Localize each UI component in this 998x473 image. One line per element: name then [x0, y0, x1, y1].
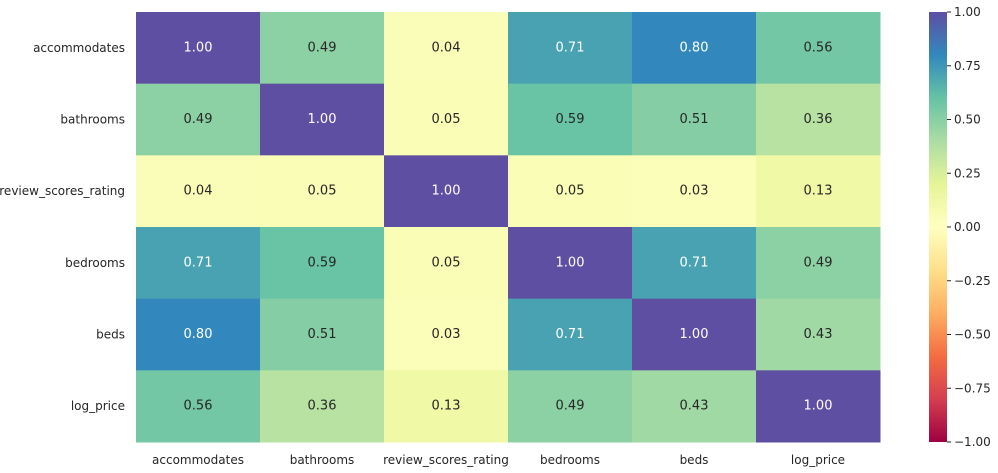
cell-value-label: 1.00	[184, 40, 213, 55]
cell-value-label: 0.59	[556, 112, 585, 127]
cell-value-label: 0.56	[184, 399, 213, 414]
colorbar-tick-label: 0.00	[954, 220, 981, 234]
row-tick-label: accommodates	[33, 41, 125, 55]
cell-value-label: 0.05	[556, 184, 585, 199]
heatmap-cell	[632, 12, 757, 85]
heatmap-cell	[384, 298, 509, 371]
cell-value-label: 0.80	[680, 40, 709, 55]
heatmap-cell	[756, 12, 881, 85]
heatmap-cell	[508, 227, 633, 300]
cell-value-label: 0.71	[680, 255, 709, 270]
cell-value-label: 0.43	[804, 327, 833, 342]
colorbar-tick-label: −0.75	[954, 381, 991, 395]
column-tick-label: review_scores_rating	[383, 453, 509, 467]
heatmap-cell	[136, 83, 261, 156]
heatmap-cell	[632, 155, 757, 228]
heatmap-cell	[508, 12, 633, 85]
heatmap-cell	[136, 12, 261, 85]
heatmap-cell	[632, 370, 757, 443]
cell-value-label: 0.36	[804, 112, 833, 127]
colorbar: 1.00 0.75 0.50 0.25 0.00 −0.25 −0.50 −0.75 −1.00	[929, 5, 991, 449]
cell-value-label: 1.00	[556, 255, 585, 270]
heatmap-cell	[508, 298, 633, 371]
cell-value-label: 0.04	[432, 40, 461, 55]
heatmap-cell	[260, 298, 385, 371]
cell-value-label: 0.04	[184, 184, 213, 199]
heatmap-cell	[384, 227, 509, 300]
heatmap-cell	[632, 227, 757, 300]
cell-value-label: 0.49	[308, 40, 337, 55]
cell-value-label: 0.05	[432, 112, 461, 127]
colorbar-tick-label: 0.50	[954, 113, 981, 127]
heatmap-cell	[260, 83, 385, 156]
heatmap-cell	[508, 83, 633, 156]
heatmap-cell	[384, 370, 509, 443]
heatmap-cell	[756, 83, 881, 156]
cell-value-label: 0.71	[184, 255, 213, 270]
column-tick-label: beds	[680, 453, 709, 467]
cell-value-label: 0.80	[184, 327, 213, 342]
heatmap-cell	[260, 155, 385, 228]
heatmap-cell	[508, 370, 633, 443]
cell-value-label: 1.00	[308, 112, 337, 127]
colorbar-tick-label: −1.00	[954, 435, 991, 449]
row-labels: accommodates bathrooms review_scores_ratin…	[0, 41, 125, 413]
heatmap-cell	[508, 155, 633, 228]
cell-value-label: 0.03	[680, 184, 709, 199]
row-tick-label: review_scores_rating	[0, 184, 125, 198]
cell-value-label: 0.13	[804, 184, 833, 199]
cell-value-label: 0.43	[680, 399, 709, 414]
heatmap-cell	[260, 227, 385, 300]
row-tick-label: bedrooms	[65, 256, 125, 270]
cell-value-label: 0.49	[184, 112, 213, 127]
cell-value-label: 0.59	[308, 255, 337, 270]
cell-value-label: 0.49	[556, 399, 585, 414]
heatmap-cell	[632, 83, 757, 156]
cell-value-label: 0.05	[432, 255, 461, 270]
cell-value-label: 0.05	[308, 184, 337, 199]
row-tick-label: beds	[96, 328, 125, 342]
colorbar-tick-label: −0.25	[954, 274, 991, 288]
heatmap-cells: 1.00 0.49 0.04 0.71 0.80 0.56 0.49 1.00 0.05 0.59…	[136, 12, 881, 443]
heatmap-cell	[136, 155, 261, 228]
row-tick-label: log_price	[71, 399, 125, 413]
cell-value-label: 0.13	[432, 399, 461, 414]
heatmap-cell	[384, 83, 509, 156]
heatmap-cell	[136, 227, 261, 300]
cell-value-label: 0.56	[804, 40, 833, 55]
colorbar-tick-label: 0.75	[954, 59, 981, 73]
heatmap-cell	[756, 155, 881, 228]
column-tick-label: accommodates	[152, 453, 244, 467]
column-tick-label: log_price	[791, 453, 845, 467]
colorbar-gradient	[929, 12, 947, 442]
heatmap-cell	[384, 12, 509, 85]
heatmap-cell	[260, 12, 385, 85]
colorbar-tick-label: −0.50	[954, 328, 991, 342]
heatmap-cell	[756, 227, 881, 300]
heatmap-cell	[756, 370, 881, 443]
cell-value-label: 0.71	[556, 327, 585, 342]
heatmap-cell	[136, 298, 261, 371]
heatmap-cell	[632, 298, 757, 371]
cell-value-label: 1.00	[804, 399, 833, 414]
cell-value-label: 1.00	[432, 184, 461, 199]
cell-value-label: 0.51	[308, 327, 337, 342]
colorbar-tick-label: 0.25	[954, 166, 981, 180]
heatmap-cell	[756, 298, 881, 371]
cell-value-label: 0.71	[556, 40, 585, 55]
row-tick-label: bathrooms	[60, 113, 125, 127]
cell-value-label: 0.51	[680, 112, 709, 127]
heatmap-cell	[384, 155, 509, 228]
column-tick-label: bathrooms	[290, 453, 355, 467]
cell-value-label: 0.03	[432, 327, 461, 342]
heatmap-cell	[260, 370, 385, 443]
heatmap-cell	[136, 370, 261, 443]
column-labels: accommodates bathrooms review_scores_ratin…	[152, 453, 845, 467]
cell-value-label: 0.49	[804, 255, 833, 270]
colorbar-tick-label: 1.00	[954, 5, 981, 19]
cell-value-label: 1.00	[680, 327, 709, 342]
column-tick-label: bedrooms	[540, 453, 600, 467]
cell-value-label: 0.36	[308, 399, 337, 414]
